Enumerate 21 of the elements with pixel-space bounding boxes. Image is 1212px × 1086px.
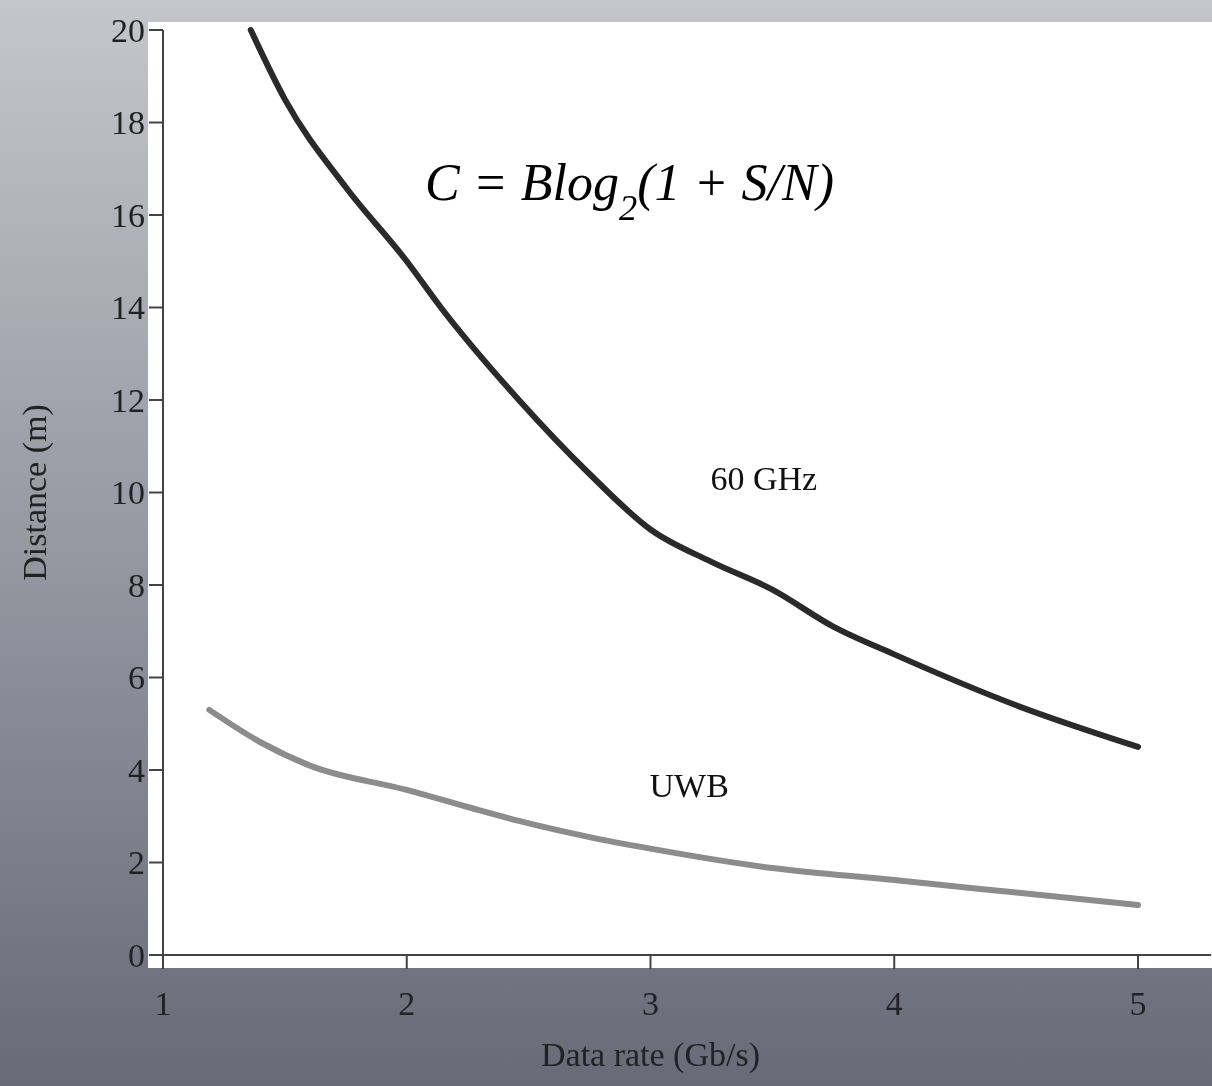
x-tick-label: 2 xyxy=(398,985,416,1022)
x-tick-label: 4 xyxy=(885,985,903,1022)
y-tick-label: 8 xyxy=(128,566,145,604)
y-tick-label: 18 xyxy=(111,104,145,142)
y-tick-label: 20 xyxy=(111,11,145,49)
x-tick-label: 1 xyxy=(154,985,172,1022)
annotation: C = Blog$_{2}$(1 + S/N) xyxy=(425,154,835,228)
y-tick-label: 12 xyxy=(111,381,145,419)
y-tick-label: 4 xyxy=(128,751,145,789)
x-tick-label: 3 xyxy=(642,985,659,1022)
y-tick-label: 6 xyxy=(128,659,145,697)
x-axis-title: Data rate (Gb/s) xyxy=(540,1036,761,1074)
y-tick-label: 0 xyxy=(128,936,145,974)
series-label: UWB xyxy=(649,767,729,805)
x-tick-label: 5 xyxy=(1129,985,1147,1022)
y-tick-label: 16 xyxy=(111,196,145,234)
y-axis-title: Distance (m) xyxy=(16,404,54,581)
y-tick-label: 10 xyxy=(111,474,145,512)
y-tick-label: 14 xyxy=(111,289,145,327)
series-label: 60 GHz xyxy=(710,459,818,497)
y-tick-label: 2 xyxy=(128,844,145,882)
